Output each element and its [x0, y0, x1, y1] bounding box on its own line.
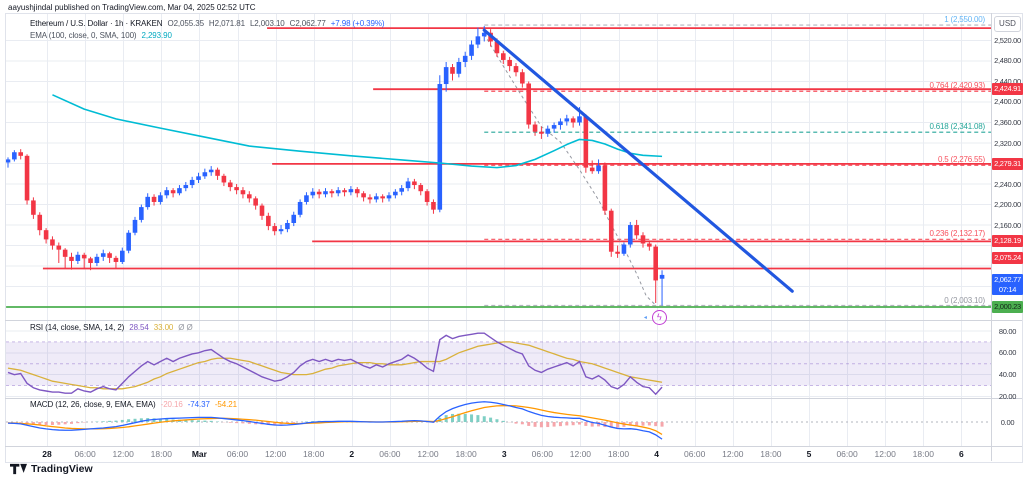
- ema-value: 2,293.90: [141, 31, 172, 40]
- tv-logo-icon: [10, 463, 27, 475]
- time-tick-label: 3: [501, 449, 507, 459]
- usd-button[interactable]: USD: [994, 16, 1021, 32]
- time-tick-label: 06:00: [226, 449, 249, 459]
- pane-separator-rsi[interactable]: [5, 320, 1022, 321]
- rsi-legend: RSI (14, close, SMA, 14, 2) 28.54 33.00 …: [30, 323, 193, 332]
- rsi-hidden-bands: Ø Ø: [178, 323, 193, 332]
- time-tick-label: 18:00: [150, 449, 172, 459]
- price-tick-label: 2,480.00: [994, 56, 1021, 66]
- tradingview-watermark[interactable]: TradingView: [10, 463, 93, 475]
- flash-cursor-icon: ◂: [643, 314, 647, 321]
- ema-label: EMA (100, close, 0, SMA, 100): [30, 31, 137, 40]
- price-tick-label: 2,400.00: [994, 97, 1021, 107]
- time-tick-label: 6: [959, 449, 964, 459]
- watermark-text: TradingView: [31, 463, 93, 475]
- time-tick-label: 12:00: [112, 449, 134, 459]
- time-tick-label: 18:00: [760, 449, 782, 459]
- time-tick-label: 4: [654, 449, 659, 459]
- time-axis[interactable]: 28 06:00 12:00 18:00 Mar 06:00 12:00 18:00 2 06:0…: [0, 447, 1023, 461]
- attribution-text: aayushjindal published on TradingView.co…: [8, 3, 256, 12]
- price-tick-label: 2,520.00: [994, 35, 1021, 45]
- price-axis[interactable]: 2,520.00 2,480.00 2,440.00 2,400.00 2,360.00…: [992, 13, 1023, 446]
- time-tick-label: 12:00: [264, 449, 287, 459]
- ohlc-high: H2,071.81: [208, 19, 245, 28]
- pane-separator-macd[interactable]: [5, 398, 1022, 399]
- symbol-legend: Ethereum / U.S. Dollar · 1h · KRAKEN O2,…: [30, 19, 385, 28]
- time-tick-label: 12:00: [874, 449, 896, 459]
- price-tick-label: 2,360.00: [994, 117, 1021, 127]
- macd-signal-value: -54.21: [214, 400, 237, 409]
- time-tick-label: 06:00: [74, 449, 96, 459]
- macd-hist-value: -20.16: [160, 400, 183, 409]
- rsi-tick-label: 80.00: [998, 326, 1017, 336]
- macd-label: MACD (12, 26, close, 9, EMA, EMA): [30, 400, 156, 409]
- ohlc-close: C2,062.77: [289, 19, 326, 28]
- time-tick-label: 12:00: [417, 449, 439, 459]
- ohlc-open: O2,055.35: [167, 19, 204, 28]
- rsi-tick-label: 20.00: [998, 391, 1017, 401]
- time-tick-label: 06:00: [379, 449, 401, 459]
- price-tick-label: 2,440.00: [994, 76, 1021, 86]
- time-tick-label: 06:00: [836, 449, 858, 459]
- time-tick-label: 18:00: [303, 449, 325, 459]
- rsi-value: 28.54: [129, 323, 149, 332]
- price-tick-label: 2,240.00: [994, 179, 1021, 189]
- time-tick-label: Mar: [191, 449, 207, 459]
- price-axis-separator: [991, 13, 992, 461]
- time-tick-label: 06:00: [531, 449, 553, 459]
- rsi-label: RSI (14, close, SMA, 14, 2): [30, 323, 125, 332]
- price-change: +7.98 (+0.39%): [330, 19, 385, 28]
- time-tick-label: 5: [806, 449, 812, 459]
- rsi-ma-value: 33.00: [153, 323, 174, 332]
- rsi-tick-label: 60.00: [998, 348, 1017, 358]
- price-tick-label: 2,320.00: [994, 138, 1021, 148]
- time-tick-label: 18:00: [607, 449, 630, 459]
- ohlc-low: L2,003.10: [249, 19, 285, 28]
- time-tick-label: 12:00: [722, 449, 744, 459]
- time-tick-label: 06:00: [684, 449, 706, 459]
- time-tick-label: 18:00: [455, 449, 477, 459]
- time-tick-label: 12:00: [569, 449, 592, 459]
- price-tick-label: 2,160.00: [994, 220, 1021, 230]
- symbol-title: Ethereum / U.S. Dollar · 1h · KRAKEN: [30, 19, 163, 28]
- flash-icon[interactable]: ϟ: [651, 309, 667, 325]
- time-tick-label: 2: [349, 449, 355, 459]
- time-axis-separator: [5, 446, 1022, 447]
- macd-legend: MACD (12, 26, close, 9, EMA, EMA) -20.16…: [30, 400, 237, 409]
- time-tick-label: 18:00: [912, 449, 934, 459]
- time-tick-label: 28: [42, 449, 52, 459]
- macd-tick-label: 0.00: [1000, 417, 1015, 427]
- price-tick-label: 2,200.00: [994, 200, 1021, 210]
- macd-value: -74.37: [187, 400, 210, 409]
- ema-legend: EMA (100, close, 0, SMA, 100) 2,293.90: [30, 31, 172, 40]
- rsi-tick-label: 40.00: [998, 370, 1017, 380]
